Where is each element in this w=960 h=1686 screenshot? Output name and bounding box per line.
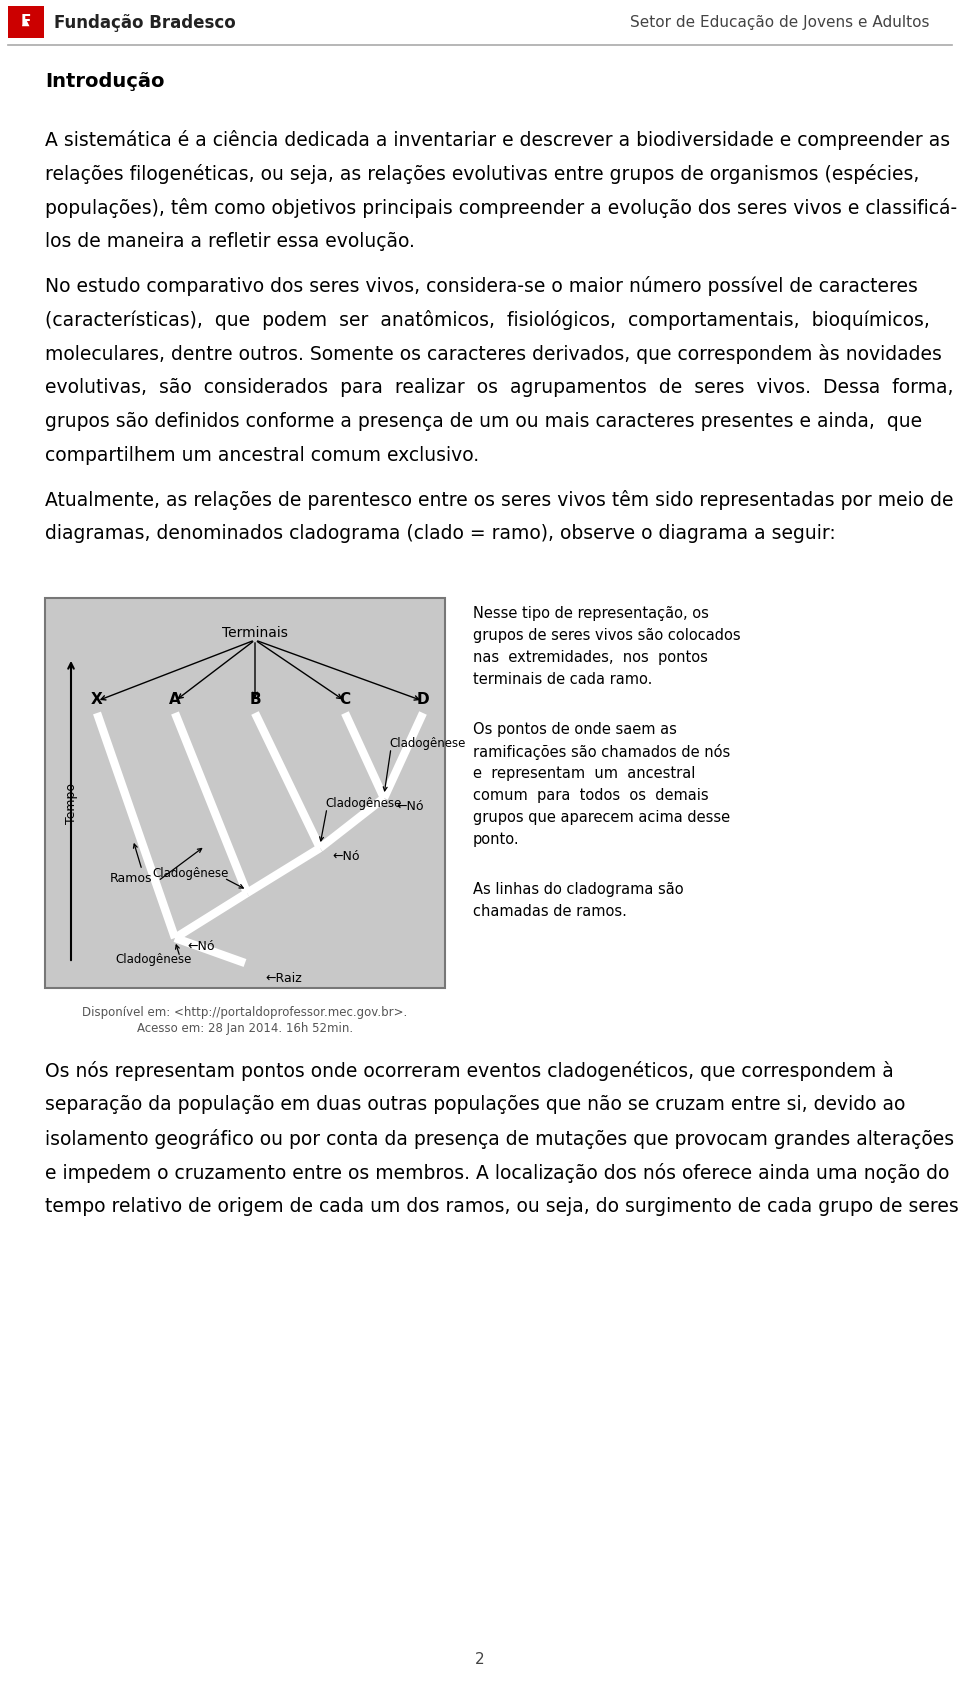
Text: Disponível em: <http://portaldoprofessor.mec.gov.br>.: Disponível em: <http://portaldoprofessor… bbox=[83, 1007, 408, 1018]
Text: D: D bbox=[417, 691, 429, 706]
Text: Terminais: Terminais bbox=[222, 626, 288, 641]
Bar bbox=[8, 7, 44, 39]
Text: Cladogênese: Cladogênese bbox=[152, 867, 228, 880]
Text: F: F bbox=[21, 15, 31, 29]
Text: Setor de Educação de Jovens e Adultos: Setor de Educação de Jovens e Adultos bbox=[631, 15, 930, 30]
Text: A: A bbox=[169, 691, 180, 706]
Text: grupos são definidos conforme a presença de um ou mais caracteres presentes e ai: grupos são definidos conforme a presença… bbox=[45, 411, 923, 432]
Text: nas  extremidades,  nos  pontos: nas extremidades, nos pontos bbox=[473, 651, 708, 664]
Text: Nesse tipo de representação, os: Nesse tipo de representação, os bbox=[473, 605, 708, 620]
Text: ←Nó: ←Nó bbox=[187, 939, 214, 953]
Text: 2: 2 bbox=[475, 1652, 485, 1667]
Text: C: C bbox=[340, 691, 350, 706]
Text: Introdução: Introdução bbox=[45, 72, 164, 91]
Text: (características),  que  podem  ser  anatômicos,  fisiológicos,  comportamentais: (características), que podem ser anatômi… bbox=[45, 310, 930, 330]
Text: chamadas de ramos.: chamadas de ramos. bbox=[473, 904, 627, 919]
Text: Atualmente, as relações de parentesco entre os seres vivos têm sido representada: Atualmente, as relações de parentesco en… bbox=[45, 491, 953, 509]
Text: ▲: ▲ bbox=[22, 17, 30, 27]
Text: compartilhem um ancestral comum exclusivo.: compartilhem um ancestral comum exclusiv… bbox=[45, 447, 479, 465]
Text: As linhas do cladograma são: As linhas do cladograma são bbox=[473, 882, 684, 897]
Text: Cladogênese: Cladogênese bbox=[389, 737, 466, 750]
Text: evolutivas,  são  considerados  para  realizar  os  agrupamentos  de  seres  viv: evolutivas, são considerados para realiz… bbox=[45, 378, 960, 396]
Text: No estudo comparativo dos seres vivos, considera-se o maior número possível de c: No estudo comparativo dos seres vivos, c… bbox=[45, 277, 918, 297]
Text: Fundação Bradesco: Fundação Bradesco bbox=[54, 13, 236, 32]
Text: comum  para  todos  os  demais: comum para todos os demais bbox=[473, 787, 708, 803]
Text: X: X bbox=[91, 691, 103, 706]
Text: tempo relativo de origem de cada um dos ramos, ou seja, do surgimento de cada gr: tempo relativo de origem de cada um dos … bbox=[45, 1197, 959, 1216]
Text: Os nós representam pontos onde ocorreram eventos cladogenéticos, que corresponde: Os nós representam pontos onde ocorreram… bbox=[45, 1060, 894, 1081]
Text: Acesso em: 28 Jan 2014. 16h 52min.: Acesso em: 28 Jan 2014. 16h 52min. bbox=[137, 1022, 353, 1035]
Text: diagramas, denominados cladograma (clado = ramo), observe o diagrama a seguir:: diagramas, denominados cladograma (clado… bbox=[45, 524, 836, 543]
Text: ←Raiz: ←Raiz bbox=[265, 971, 301, 985]
Text: Os pontos de onde saem as: Os pontos de onde saem as bbox=[473, 722, 677, 737]
Text: e impedem o cruzamento entre os membros. A localização dos nós oferece ainda uma: e impedem o cruzamento entre os membros.… bbox=[45, 1163, 949, 1184]
Text: Cladogênese: Cladogênese bbox=[115, 954, 191, 966]
Text: moleculares, dentre outros. Somente os caracteres derivados, que correspondem às: moleculares, dentre outros. Somente os c… bbox=[45, 344, 942, 364]
Text: B: B bbox=[250, 691, 261, 706]
Text: ramificações são chamados de nós: ramificações são chamados de nós bbox=[473, 744, 731, 760]
Text: separação da população em duas outras populações que não se cruzam entre si, dev: separação da população em duas outras po… bbox=[45, 1094, 905, 1114]
Text: A sistemática é a ciência dedicada a inventariar e descrever a biodiversidade e : A sistemática é a ciência dedicada a inv… bbox=[45, 130, 950, 150]
Text: grupos que aparecem acima desse: grupos que aparecem acima desse bbox=[473, 809, 731, 824]
Text: e  representam  um  ancestral: e representam um ancestral bbox=[473, 765, 695, 781]
Text: grupos de seres vivos são colocados: grupos de seres vivos são colocados bbox=[473, 627, 740, 642]
Bar bbox=[8, 7, 44, 39]
Text: ←Nó: ←Nó bbox=[332, 850, 359, 863]
Bar bbox=[45, 599, 445, 988]
Text: los de maneira a refletir essa evolução.: los de maneira a refletir essa evolução. bbox=[45, 233, 415, 251]
Text: ←Nó: ←Nó bbox=[396, 799, 423, 813]
Text: terminais de cada ramo.: terminais de cada ramo. bbox=[473, 673, 653, 686]
Text: Cladogênese: Cladogênese bbox=[325, 796, 401, 809]
Text: isolamento geográfico ou por conta da presença de mutações que provocam grandes : isolamento geográfico ou por conta da pr… bbox=[45, 1130, 954, 1148]
Text: populações), têm como objetivos principais compreender a evolução dos seres vivo: populações), têm como objetivos principa… bbox=[45, 197, 957, 217]
Text: Ramos: Ramos bbox=[110, 872, 153, 885]
Text: relações filogenéticas, ou seja, as relações evolutivas entre grupos de organism: relações filogenéticas, ou seja, as rela… bbox=[45, 164, 920, 184]
Text: Tempo: Tempo bbox=[64, 782, 78, 823]
Text: ponto.: ponto. bbox=[473, 831, 519, 846]
